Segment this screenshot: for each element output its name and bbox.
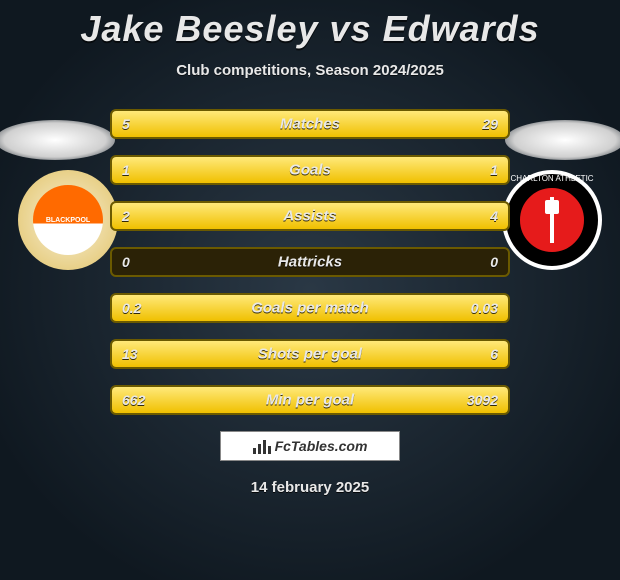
bar-value-right: 3092 [467,392,498,408]
bar-row: 2 4 Assists [110,201,510,231]
bar-value-right: 1 [490,162,498,178]
page-title: Jake Beesley vs Edwards [0,0,620,50]
bar-label: Shots per goal [258,346,362,363]
bar-value-right: 0 [490,254,498,270]
bar-value-left: 0 [122,254,130,270]
bar-value-right: 6 [490,346,498,362]
bar-value-left: 5 [122,116,130,132]
bar-fill-left [112,111,171,137]
fctables-badge: FcTables.com [220,431,400,461]
bar-row: 5 29 Matches [110,109,510,139]
chart-icon [253,440,271,454]
bar-row: 0 0 Hattricks [110,247,510,277]
subtitle: Club competitions, Season 2024/2025 [0,62,620,79]
crest-blackpool-text: BLACKPOOL [46,217,90,224]
crest-blackpool: BLACKPOOL [18,170,118,270]
bar-row: 662 3092 Min per goal [110,385,510,415]
ellipse-right [505,120,620,160]
bar-row: 0.2 0.03 Goals per match [110,293,510,323]
bar-label: Assists [283,208,336,225]
bar-label: Goals [289,162,331,179]
crest-blackpool-inner: BLACKPOOL [33,185,103,255]
bar-fill-left [112,157,310,183]
bar-value-left: 13 [122,346,138,362]
bar-fill-left [112,203,243,229]
comparison-chart: 5 29 Matches 1 1 Goals 2 4 Assists 0 0 Hattricks 0.2… [110,109,510,415]
bar-value-right: 0.03 [471,300,498,316]
bar-value-right: 4 [490,208,498,224]
bar-value-right: 29 [482,116,498,132]
bar-row: 13 6 Shots per goal [110,339,510,369]
bar-fill-right [310,157,508,183]
bar-value-left: 0.2 [122,300,141,316]
bar-value-left: 1 [122,162,130,178]
crest-charlton-text: CHARLTON ATHLETIC [506,174,598,266]
bar-label: Matches [280,116,340,133]
bar-label: Goals per match [251,300,369,317]
bar-value-left: 662 [122,392,145,408]
bar-row: 1 1 Goals [110,155,510,185]
bar-label: Hattricks [278,254,342,271]
crest-charlton: CHARLTON ATHLETIC [502,170,602,270]
bar-label: Min per goal [266,392,354,409]
date-label: 14 february 2025 [0,479,620,496]
fctables-text: FcTables.com [275,438,368,454]
ellipse-left [0,120,115,160]
bar-value-left: 2 [122,208,130,224]
